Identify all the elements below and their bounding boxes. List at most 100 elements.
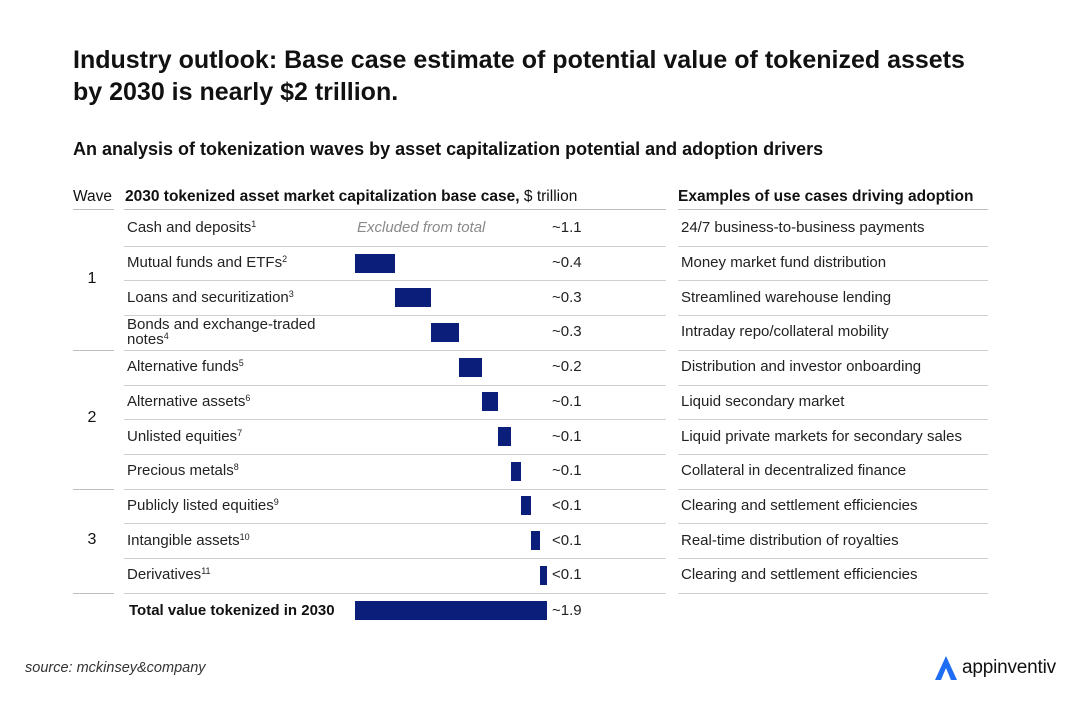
chart-column-header: 2030 tokenized asset market capitalizati… bbox=[125, 188, 577, 206]
value-label: <0.1 bbox=[552, 566, 582, 584]
footnote-marker: 11 bbox=[201, 566, 211, 577]
wave-column-header: Wave bbox=[73, 188, 113, 205]
chart-column-header-unit: $ trillion bbox=[523, 188, 578, 205]
wave-number: 3 bbox=[87, 530, 97, 548]
excluded-note: Excluded from total bbox=[357, 219, 486, 237]
category-label: Alternative assets6 bbox=[127, 392, 251, 410]
data-bar bbox=[520, 496, 531, 516]
chart-column-header-bold: 2030 tokenized asset market capitalizati… bbox=[125, 188, 520, 205]
wave-divider bbox=[73, 349, 114, 351]
use-case-text: Liquid private markets for secondary sal… bbox=[681, 427, 962, 445]
header-rule-use-cases bbox=[678, 209, 988, 210]
brand-logo: appinventiv bbox=[933, 653, 1056, 683]
row-divider bbox=[124, 592, 666, 594]
data-bar bbox=[530, 531, 540, 551]
category-label: Unlisted equities7 bbox=[127, 427, 243, 445]
header-rule-wave bbox=[73, 209, 114, 210]
data-bar bbox=[355, 253, 396, 273]
use-case-text: Clearing and settlement efficiencies bbox=[681, 496, 918, 514]
chart-subtitle: An analysis of tokenization waves by ass… bbox=[73, 139, 824, 159]
row-divider bbox=[124, 245, 666, 247]
footnote-marker: 4 bbox=[163, 331, 169, 342]
footnote-marker: 6 bbox=[245, 392, 251, 403]
category-label: Alternative funds5 bbox=[127, 358, 244, 376]
wave-divider bbox=[73, 592, 114, 594]
use-case-divider bbox=[678, 280, 988, 282]
row-divider bbox=[124, 523, 666, 525]
use-case-divider bbox=[678, 592, 988, 594]
use-case-divider bbox=[678, 488, 988, 490]
row-divider bbox=[124, 453, 666, 455]
use-case-text: Clearing and settlement efficiencies bbox=[681, 566, 918, 584]
brand-name: appinventiv bbox=[962, 657, 1056, 678]
total-label: Total value tokenized in 2030 bbox=[129, 601, 335, 619]
data-bar bbox=[482, 392, 499, 412]
row-divider bbox=[124, 315, 666, 317]
footnote-marker: 10 bbox=[239, 531, 250, 542]
use-case-divider bbox=[678, 419, 988, 421]
value-label: ~0.1 bbox=[552, 392, 582, 410]
use-case-text: Real-time distribution of royalties bbox=[681, 531, 899, 549]
footnote-marker: 1 bbox=[251, 219, 257, 230]
header-rule-chart bbox=[124, 209, 666, 210]
footnote-marker: 7 bbox=[237, 427, 243, 438]
use-case-column-header: Examples of use cases driving adoption bbox=[678, 188, 974, 205]
wave-number: 2 bbox=[87, 409, 97, 427]
row-divider bbox=[124, 488, 666, 490]
footnote-marker: 3 bbox=[288, 288, 294, 299]
value-label: <0.1 bbox=[552, 531, 582, 549]
row-divider bbox=[124, 349, 666, 351]
use-case-text: Collateral in decentralized finance bbox=[681, 462, 907, 480]
wave-divider bbox=[73, 488, 114, 490]
use-case-divider bbox=[678, 523, 988, 525]
use-case-divider bbox=[678, 558, 988, 559]
use-case-divider bbox=[678, 245, 988, 247]
data-bar bbox=[498, 427, 511, 447]
footnote-marker: 8 bbox=[233, 462, 239, 473]
footnote-marker: 5 bbox=[238, 358, 244, 369]
chart-title: Industry outlook: Base case estimate of … bbox=[73, 46, 965, 106]
data-bar bbox=[430, 322, 460, 342]
category-label: Intangible assets10 bbox=[127, 531, 250, 549]
total-bar bbox=[355, 601, 547, 621]
row-divider bbox=[124, 419, 666, 421]
use-case-divider bbox=[678, 349, 988, 351]
data-bar bbox=[459, 357, 483, 377]
value-label: ~1.1 bbox=[552, 219, 582, 237]
use-case-text: Distribution and investor onboarding bbox=[681, 358, 922, 376]
category-label: Derivatives11 bbox=[127, 566, 211, 584]
use-case-divider bbox=[678, 384, 988, 386]
category-label: Publicly listed equities9 bbox=[127, 496, 279, 514]
footnote-marker: 2 bbox=[282, 254, 288, 265]
use-case-text: Liquid secondary market bbox=[681, 392, 845, 410]
appinventiv-logo-icon bbox=[935, 656, 957, 680]
footnote-marker: 9 bbox=[273, 496, 279, 507]
data-bar bbox=[395, 288, 431, 308]
value-label: ~0.2 bbox=[552, 358, 582, 376]
category-label: Mutual funds and ETFs2 bbox=[127, 254, 288, 272]
wave-number: 1 bbox=[87, 270, 97, 288]
row-divider bbox=[124, 384, 666, 386]
row-divider bbox=[124, 558, 666, 559]
use-case-text: Intraday repo/collateral mobility bbox=[681, 323, 889, 341]
category-label: Bonds and exchange-traded notes4 bbox=[127, 316, 316, 349]
value-label: ~0.3 bbox=[552, 323, 582, 341]
value-label: ~0.3 bbox=[552, 288, 582, 306]
total-value-label: ~1.9 bbox=[552, 601, 582, 619]
value-label: ~0.1 bbox=[552, 427, 582, 445]
use-case-text: Streamlined warehouse lending bbox=[681, 288, 892, 306]
value-label: ~0.1 bbox=[552, 462, 582, 480]
source-note: source: mckinsey&company bbox=[25, 660, 206, 676]
use-case-text: Money market fund distribution bbox=[681, 254, 887, 272]
data-bar bbox=[510, 461, 521, 481]
data-bar bbox=[539, 565, 547, 585]
value-label: ~0.4 bbox=[552, 254, 582, 272]
use-case-text: 24/7 business-to-business payments bbox=[681, 219, 925, 237]
value-label: <0.1 bbox=[552, 496, 582, 514]
category-label: Cash and deposits1 bbox=[127, 219, 257, 237]
row-divider bbox=[124, 280, 666, 282]
category-label: Loans and securitization3 bbox=[127, 288, 294, 306]
use-case-divider bbox=[678, 315, 988, 317]
use-case-divider bbox=[678, 453, 988, 455]
category-label: Precious metals8 bbox=[127, 462, 239, 480]
